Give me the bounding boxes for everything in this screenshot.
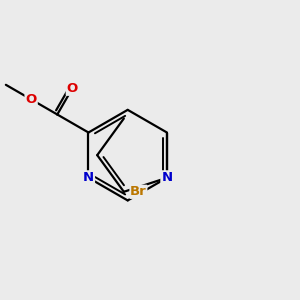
Text: Br: Br bbox=[130, 185, 147, 198]
Text: O: O bbox=[67, 82, 78, 95]
Text: N: N bbox=[83, 171, 94, 184]
Text: N: N bbox=[161, 171, 172, 184]
Text: O: O bbox=[26, 93, 37, 106]
